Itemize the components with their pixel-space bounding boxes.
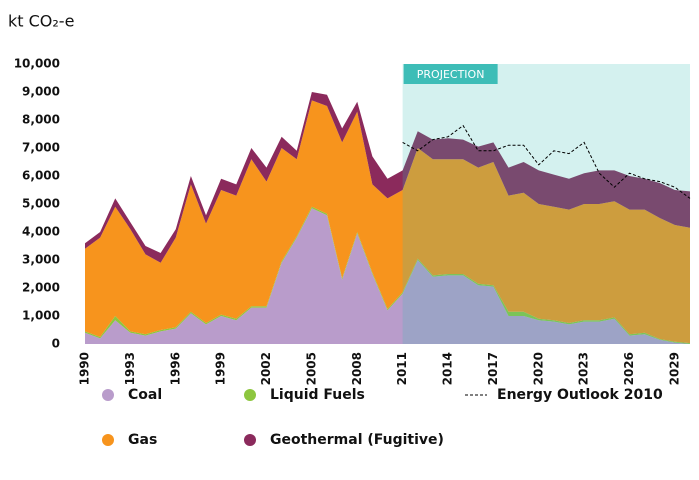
y-tick-label: 10,000 — [14, 57, 60, 71]
chart-title: kt CO₂-e — [8, 12, 74, 31]
x-tick-label: 2011 — [395, 352, 409, 385]
x-tick-label: 2020 — [531, 352, 545, 385]
y-tick-label: 9,000 — [22, 85, 60, 99]
legend-swatch — [102, 389, 114, 401]
y-tick-label: 2,000 — [22, 281, 60, 295]
x-tick-label: 2017 — [486, 352, 500, 385]
y-tick-label: 5,000 — [22, 197, 60, 211]
x-tick-label: 2005 — [304, 352, 318, 385]
y-tick-label: 8,000 — [22, 113, 60, 127]
y-tick-label: 4,000 — [22, 225, 60, 239]
legend-label: Gas — [128, 432, 157, 448]
legend-swatch — [244, 434, 256, 446]
legend-label: Liquid Fuels — [270, 387, 365, 403]
x-tick-label: 2023 — [577, 352, 591, 385]
area — [85, 208, 690, 344]
y-tick-label: 6,000 — [22, 169, 60, 183]
legend-label: Geothermal (Fugitive) — [270, 432, 444, 448]
legend-swatch — [102, 434, 114, 446]
x-tick-label: 2008 — [350, 352, 364, 385]
projection-label-box — [403, 64, 498, 84]
line — [402, 124, 691, 199]
legend-label: Energy Outlook 2010 — [497, 387, 663, 403]
y-tick-label: 3,000 — [22, 253, 60, 267]
x-tick-label: 1999 — [214, 352, 228, 385]
projection-region — [402, 64, 690, 344]
x-tick-label: 1993 — [123, 352, 137, 385]
x-tick-label: 2002 — [259, 352, 273, 385]
x-tick-label: 2029 — [667, 352, 681, 385]
legend-label: Coal — [128, 387, 162, 403]
y-tick-label: 1,000 — [22, 309, 60, 323]
x-tick-label: 2014 — [441, 352, 455, 385]
area — [85, 100, 690, 344]
x-tick-label: 2026 — [622, 352, 636, 385]
projection-label: PROJECTION — [417, 68, 485, 81]
legend-swatch — [244, 389, 256, 401]
x-tick-label: 1996 — [168, 352, 182, 385]
x-tick-label: 1990 — [78, 352, 92, 385]
y-tick-label: 0 — [52, 337, 60, 351]
y-tick-label: 7,000 — [22, 141, 60, 155]
